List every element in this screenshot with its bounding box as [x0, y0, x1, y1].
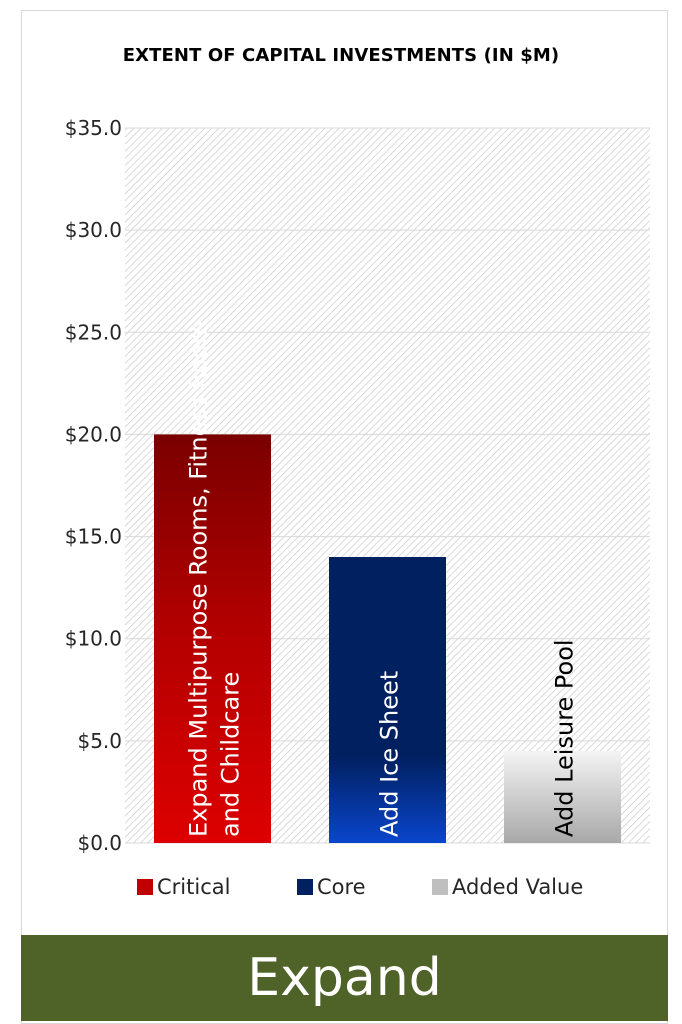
legend-label: Core: [317, 875, 366, 899]
legend-swatch: [432, 879, 448, 895]
y-tick-label: $30.0: [65, 218, 122, 242]
bar-category-label: Add Ice Sheet: [376, 671, 404, 837]
bar-category-label: Add Leisure Pool: [551, 639, 579, 837]
y-tick-label: $20.0: [65, 422, 122, 446]
legend-label: Added Value: [452, 875, 583, 899]
bar-core: [329, 557, 446, 843]
y-tick-label: $5.0: [77, 729, 122, 753]
footer-band: Expand: [21, 935, 668, 1021]
bar-category-label: Expand Multipurpose Rooms, Fitness Room: [185, 321, 213, 837]
y-tick-label: $15.0: [65, 525, 122, 549]
chart-title: EXTENT OF CAPITAL INVESTMENTS (IN $M): [122, 45, 560, 66]
y-tick-label: $25.0: [65, 320, 122, 344]
bar-added-value: [504, 751, 621, 843]
y-tick-label: $35.0: [65, 116, 122, 140]
y-tick-label: $0.0: [77, 831, 122, 855]
legend-label: Critical: [157, 875, 230, 899]
footer-label: Expand: [247, 948, 442, 1008]
legend-swatch: [137, 879, 153, 895]
bar-critical: [154, 434, 271, 843]
bar-category-label: and Childcare: [217, 672, 245, 837]
legend-swatch: [297, 879, 313, 895]
y-tick-label: $10.0: [65, 627, 122, 651]
